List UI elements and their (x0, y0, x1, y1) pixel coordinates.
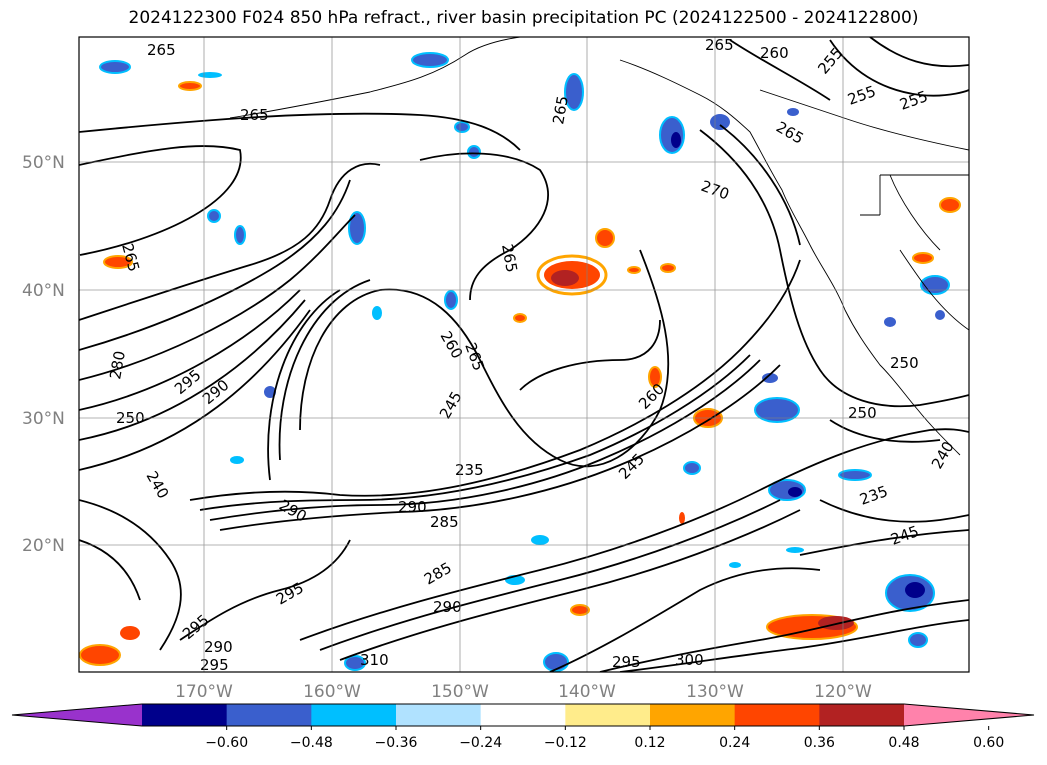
colorbar-segment (311, 704, 397, 726)
contour-label: 265 (705, 36, 734, 54)
colorbar-tick-label: 0.48 (888, 735, 919, 751)
contour-label: 280 (106, 349, 129, 380)
colorbar-segment (819, 704, 905, 726)
colorbar-tick-label: −0.12 (544, 735, 587, 751)
colorbar: −0.60 −0.48 −0.36 −0.24 −0.12 0.12 0.24 0.36 0.4… (11, 703, 1035, 751)
contour-label: 265 (240, 106, 269, 124)
contour-label: 250 (890, 354, 919, 372)
colorbar-tick-label: −0.60 (205, 735, 248, 751)
colorbar-segment (142, 704, 228, 726)
colorbar-tick-label: 0.24 (719, 735, 750, 751)
lon-label-140w: 140°W (558, 682, 616, 702)
colorbar-tick-label: −0.24 (459, 735, 502, 751)
colorbar-segment (480, 704, 566, 726)
colorbar-segment (734, 704, 820, 726)
lon-label-160w: 160°W (303, 682, 361, 702)
map-title: 2024122300 F024 850 hPa refract., river … (128, 8, 919, 28)
lat-label-50n: 50°N (22, 153, 65, 173)
contour-label: 285 (430, 513, 459, 531)
colorbar-tick-label: 0.36 (804, 735, 835, 751)
map-area: 265 265 265 265 265 265 260 255 255 255 … (79, 36, 969, 674)
contour-label: 265 (498, 243, 521, 274)
colorbar-segment (396, 704, 482, 726)
refractivity-contours (79, 37, 969, 672)
colorbar-tick-label: 0.60 (973, 735, 1004, 751)
latitude-labels: 50°N 40°N 30°N 20°N (22, 153, 65, 556)
gridlines (79, 37, 969, 672)
lon-label-150w: 150°W (431, 682, 489, 702)
contour-label: 295 (612, 653, 641, 671)
colorbar-extend-low (12, 704, 142, 726)
contour-label: 290 (433, 598, 462, 616)
lat-label-30n: 30°N (22, 409, 65, 429)
contour-label: 290 (398, 498, 427, 516)
lat-label-20n: 20°N (22, 536, 65, 556)
colorbar-tick-label: −0.36 (375, 735, 418, 751)
contour-label: 290 (204, 638, 233, 656)
lon-label-130w: 130°W (686, 682, 744, 702)
map-frame (78, 36, 970, 673)
colorbar-extend-high (904, 704, 1034, 726)
contour-label: 300 (675, 651, 704, 669)
contour-label: 265 (549, 94, 572, 125)
contour-label: 250 (848, 404, 877, 422)
longitude-labels: 170°W 160°W 150°W 140°W 130°W 120°W (175, 682, 872, 702)
coastlines (229, 37, 969, 456)
contour-label: 265 (147, 41, 176, 59)
colorbar-segment (226, 704, 312, 726)
colorbar-segment (650, 704, 736, 726)
contour-label: 260 (760, 44, 789, 62)
contour-label: 295 (200, 656, 229, 674)
precip-shading (79, 52, 961, 672)
contour-label: 310 (360, 651, 389, 669)
lon-label-120w: 120°W (814, 682, 872, 702)
lat-label-40n: 40°N (22, 281, 65, 301)
colorbar-outline (11, 703, 1035, 727)
colorbar-tick-label: −0.48 (290, 735, 333, 751)
lon-label-170w: 170°W (175, 682, 233, 702)
colorbar-tick-label: 0.12 (634, 735, 665, 751)
colorbar-segment (565, 704, 651, 726)
contour-label: 235 (455, 461, 484, 479)
